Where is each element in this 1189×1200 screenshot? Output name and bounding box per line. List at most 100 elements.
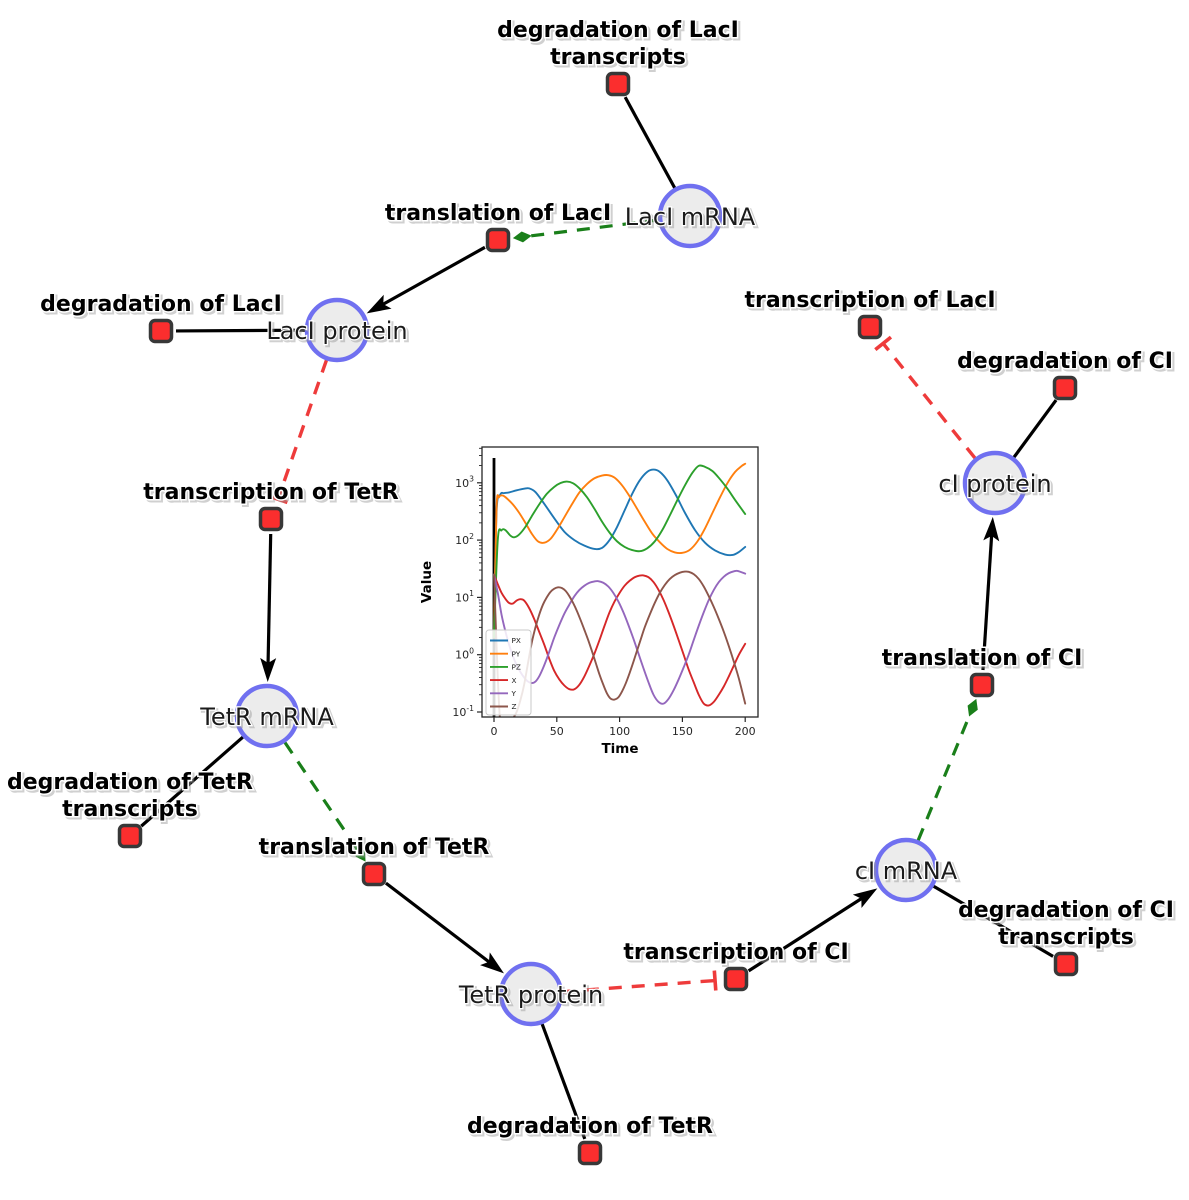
species-label-laci-mrna: LacI mRNA — [625, 203, 756, 231]
x-tick-label: 100 — [609, 725, 630, 738]
edge-ci-mrna-to-transl-ci-diamond — [967, 698, 978, 717]
edge-ci-protein-to-tx-laci — [881, 342, 977, 460]
edge-laci-protein-to-tx-tetr-tbar — [267, 494, 288, 505]
species-node-ci-mrna — [873, 837, 939, 903]
x-tick-label: 150 — [672, 725, 693, 738]
x-tick-label: 200 — [735, 725, 756, 738]
reaction-square-tx-ci — [723, 966, 749, 992]
reaction-label-deg-ci-line1: degradation of CI — [957, 349, 1173, 374]
y-tick-label: 102 — [455, 532, 474, 547]
species-node-tetr-protein — [498, 961, 564, 1027]
y-tick-label: 100 — [455, 647, 474, 662]
reaction-square-deg-ci-tx — [1053, 951, 1079, 977]
species-label-laci-protein: LacI protein — [266, 317, 407, 345]
species-label-tetr-mrna: TetR mRNA — [199, 703, 334, 731]
reaction-label-deg-tetr-tx-line1: degradation of TetR — [7, 770, 253, 795]
edge-tetr-protein-to-tx-ci — [562, 978, 716, 994]
species-circle-laci-protein — [304, 297, 370, 363]
reaction-label-deg-laci-line1: degradation of LacI — [40, 292, 282, 317]
edge-transl-laci-to-laci-protein — [379, 245, 486, 307]
edge-tetr-mrna-to-deg-tetr-tx — [140, 735, 244, 828]
y-axis-label: Value — [419, 561, 435, 603]
reaction-label-tx-ci-line1: transcription of CI — [623, 940, 848, 965]
legend-label-pz: PZ — [512, 663, 521, 672]
reaction-square-deg-tetr-tx — [117, 823, 143, 849]
reaction-label-transl-ci-line1: translation of CI — [882, 646, 1083, 671]
species-label-ci-protein: cI protein — [938, 470, 1051, 498]
plot-background — [422, 435, 773, 760]
species-node-ci-protein — [962, 450, 1028, 516]
edge-tx-ci-to-ci-mrna-arrowhead — [852, 888, 878, 909]
edge-tx-ci-to-ci-mrna — [747, 895, 865, 973]
reaction-label-deg-ci-tx-line2: transcripts — [998, 925, 1134, 950]
reaction-label-deg-laci-tx-line1: degradation of LacI — [497, 18, 739, 43]
edge-transl-tetr-to-tetr-protein-arrowhead — [480, 952, 504, 974]
edge-tetr-mrna-to-transl-tetr — [283, 741, 358, 849]
reaction-label-tx-laci-line1: transcription of LacI — [744, 288, 995, 313]
legend-label-z: Z — [512, 702, 517, 711]
legend-label-py: PY — [512, 649, 521, 658]
y-axis-ticks: 10-1 100 101 102 103 — [452, 447, 482, 719]
reaction-square-transl-ci — [969, 672, 995, 698]
edge-ci-protein-to-deg-ci — [1012, 399, 1058, 459]
edge-tetr-protein-to-deg-tetr — [540, 1023, 587, 1140]
series-path-x — [493, 573, 747, 707]
y-tick-label: 103 — [455, 475, 474, 490]
reaction-label-deg-ci-tx-line1: degradation of CI — [958, 898, 1174, 923]
species-circle-tetr-protein — [498, 961, 564, 1027]
edge-ci-mrna-to-deg-ci-tx — [932, 884, 1054, 958]
reaction-label-deg-tetr-line1: degradation of TetR — [467, 1114, 713, 1139]
edge-transl-ci-to-ci-protein-arrowhead — [983, 516, 1000, 542]
legend-label-x: X — [512, 676, 517, 685]
species-circle-laci-mrna — [657, 183, 723, 249]
edge-laci-protein-to-deg-laci — [175, 328, 306, 333]
y-tick-label: 10-1 — [452, 704, 474, 719]
edge-transl-laci-to-laci-protein-arrowhead — [366, 294, 392, 314]
legend-label-y: Y — [511, 689, 517, 698]
species-node-tetr-mrna — [234, 683, 300, 749]
reaction-label-transl-tetr-line1: translation of TetR — [259, 835, 490, 860]
reaction-square-transl-tetr — [361, 861, 387, 887]
reaction-label-deg-laci-tx-line2: transcripts — [550, 45, 686, 70]
edge-ci-mrna-to-transl-ci — [916, 713, 972, 842]
edge-laci-mrna-to-deg-laci-tx — [623, 96, 677, 189]
y-tick-label: 101 — [455, 589, 474, 604]
species-circle-ci-protein — [962, 450, 1028, 516]
reaction-square-deg-ci — [1052, 375, 1078, 401]
edge-laci-mrna-to-transl-laci-diamond — [512, 231, 532, 243]
nodes-layer — [117, 71, 1079, 1166]
species-label-ci-mrna: cI mRNA — [855, 857, 958, 885]
edges-layer — [140, 96, 1058, 1140]
edge-ci-protein-to-tx-laci-tbar — [874, 335, 893, 352]
reaction-label-tx-tetr-line1: transcription of TetR — [143, 480, 399, 505]
legend-label-px: PX — [512, 636, 521, 645]
edge-tetr-mrna-to-transl-tetr-diamond — [354, 845, 366, 862]
reaction-square-deg-laci — [148, 318, 174, 344]
edge-laci-protein-to-tx-tetr — [276, 359, 329, 500]
reaction-square-transl-laci — [485, 227, 511, 253]
reaction-label-deg-tetr-tx-line2: transcripts — [62, 797, 198, 822]
edge-tetr-protein-to-tx-ci-tbar — [712, 970, 718, 991]
edge-tx-tetr-to-tetr-mrna — [266, 533, 273, 667]
edge-transl-tetr-to-tetr-protein — [384, 881, 493, 965]
reaction-square-tx-laci — [857, 314, 883, 340]
species-node-laci-protein — [304, 297, 370, 363]
species-label-tetr-protein: TetR protein — [458, 981, 603, 1009]
reaction-square-deg-laci-tx — [605, 71, 631, 97]
species-node-laci-mrna — [657, 183, 723, 249]
reaction-square-deg-tetr — [577, 1140, 603, 1166]
series-path-pz — [493, 464, 747, 639]
reaction-square-tx-tetr — [258, 506, 284, 532]
series-path-py — [493, 462, 747, 639]
x-axis-label: Time — [601, 741, 638, 757]
legend-box — [485, 629, 532, 716]
chart-legend: PX PY PZ XYZ — [485, 629, 532, 716]
species-circle-ci-mrna — [873, 837, 939, 903]
x-tick-label: 50 — [550, 725, 564, 738]
x-axis-ticks: 0 50 100 150 200 — [491, 717, 756, 738]
edge-tx-tetr-to-tetr-mrna-arrowhead — [260, 657, 277, 683]
labels-layer: LacI mRNA LacI protein TetR mRNA TetR prote… — [5, 17, 1175, 1141]
